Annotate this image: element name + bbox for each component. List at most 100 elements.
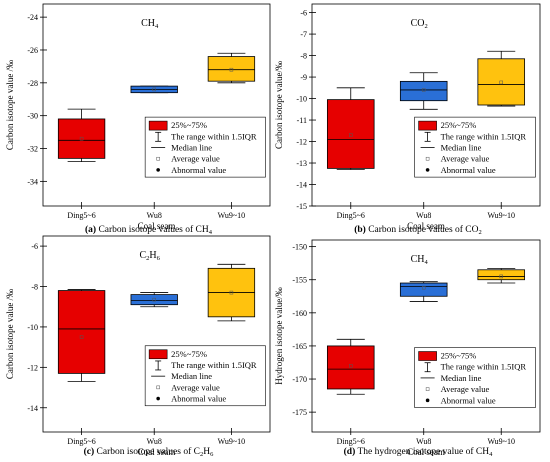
- y-tick-label: -14: [27, 404, 38, 413]
- box-Ding5~6: [326, 87, 375, 170]
- chart-title: CH4: [411, 254, 429, 266]
- y-axis-label: Carbon isotope value /‰: [5, 60, 15, 150]
- x-tick-label: Wu8: [147, 211, 162, 220]
- legend-label: The range within 1.5IQR: [171, 360, 257, 370]
- y-tick-label: -26: [27, 46, 38, 55]
- panel-caption-subscript: 2: [479, 229, 482, 236]
- legend-box-swatch: [148, 120, 168, 131]
- y-tick-label: -8: [31, 283, 38, 292]
- y-axis-label: Hydrogen isotope value/‰: [274, 287, 284, 384]
- y-tick-label: -8: [300, 52, 307, 61]
- legend-label: Average value: [441, 384, 490, 394]
- legend-label: Average value: [441, 154, 490, 164]
- mean-marker: [349, 133, 353, 137]
- mean-marker: [421, 285, 426, 290]
- y-tick-label: -12: [27, 363, 38, 372]
- y-axis-label: Carbon isotope value/‰: [274, 61, 284, 149]
- mean-marker: [79, 335, 84, 339]
- y-tick-label: -34: [27, 177, 38, 186]
- legend-label: Abnormal value: [441, 395, 496, 405]
- panel-caption-tag: (d): [344, 446, 356, 457]
- legend-label: Median line: [171, 143, 212, 153]
- y-tick-label: -170: [292, 375, 307, 384]
- panel-caption: (c) Carbon isotope values of C2H6: [84, 446, 214, 458]
- x-tick-label: Ding5~6: [337, 437, 365, 446]
- legend-outlier-swatch: [425, 398, 430, 403]
- y-tick-label: -15: [296, 202, 307, 211]
- panel-caption-text: The hydrogen isotope value of CH: [357, 446, 489, 457]
- box-Wu9~10: [207, 52, 256, 84]
- legend-label: The range within 1.5IQR: [441, 362, 527, 372]
- chart-title-subscript: 2: [424, 23, 427, 30]
- chart-title-main: C: [139, 250, 146, 261]
- plot-frame: [311, 3, 541, 207]
- iqr-box: [57, 118, 106, 159]
- panel-caption-subscript: 4: [489, 451, 493, 458]
- y-tick-label: -175: [292, 408, 307, 417]
- panel-caption-tag: (c): [84, 446, 95, 457]
- legend-label: Average value: [171, 154, 220, 164]
- mean-marker: [499, 274, 503, 279]
- legend-label: Median line: [441, 373, 482, 383]
- y-tick-label: -10: [27, 323, 38, 332]
- mean-marker: [349, 364, 353, 368]
- chart-panel-d: -175 -170 -165 -160 -155 -150 Ding5~6 Wu8 Wu9~10…: [274, 239, 541, 458]
- iqr-box: [326, 99, 375, 169]
- panel-caption-tag: (a): [85, 224, 96, 235]
- y-tick-label: -9: [300, 73, 307, 82]
- legend-label: Average value: [171, 382, 220, 392]
- x-tick-label: Wu8: [416, 437, 431, 446]
- iqr-box: [57, 290, 106, 374]
- panel-caption-subscript: 2: [200, 451, 203, 458]
- chart-title: CH4: [141, 18, 159, 30]
- y-tick-label: -14: [296, 181, 307, 190]
- legend-box-swatch: [418, 351, 437, 361]
- legend-label: Abnormal value: [171, 165, 226, 175]
- x-tick-label: Wu9~10: [218, 211, 246, 220]
- legend-box-swatch: [418, 120, 437, 131]
- x-tick-label: Ding5~6: [337, 211, 365, 220]
- chart-title: CO2: [411, 18, 428, 30]
- panel-caption: (d) The hydrogen isotope value of CH4: [344, 446, 494, 458]
- y-tick-label: -13: [296, 159, 307, 168]
- legend-mean-swatch: [156, 385, 160, 390]
- x-axis-label: Coal seam: [407, 447, 445, 457]
- chart-title-subscript-2: 6: [157, 255, 161, 262]
- plot-frame: [311, 239, 541, 433]
- box-Wu8: [399, 281, 448, 302]
- iqr-box: [477, 58, 526, 106]
- y-tick-label: -30: [27, 112, 38, 121]
- y-tick-label: -28: [27, 79, 38, 88]
- box-Ding5~6: [57, 289, 106, 382]
- mean-marker: [79, 136, 84, 141]
- iqr-box: [399, 282, 448, 297]
- panel-caption-subscript: 4: [209, 229, 213, 236]
- x-tick-label: Wu9~10: [487, 437, 515, 446]
- box-Wu8: [130, 292, 178, 308]
- chart-title-rest: H: [149, 250, 156, 261]
- chart-title-main: CO: [411, 18, 425, 29]
- y-tick-label: -10: [296, 95, 307, 104]
- chart-panel-b: -15 -14 -13 -12 -11 -10 -9 -8 -7 -6 Ding5~6 Wu8 Wu9~…: [274, 3, 541, 236]
- panel-caption-subscript-2: 6: [210, 451, 214, 458]
- legend-label: 25%~75%: [171, 349, 207, 359]
- chart-title-subscript: 4: [155, 23, 159, 30]
- legend-outlier-swatch: [156, 168, 160, 172]
- legend-label: Abnormal value: [441, 165, 496, 175]
- mean-marker: [499, 80, 503, 85]
- panel-caption: (a) Carbon isotope values of CH4: [85, 224, 213, 236]
- y-tick-label: -6: [31, 242, 38, 251]
- legend-outlier-swatch: [156, 396, 160, 401]
- x-axis-label: Coal seam: [407, 221, 445, 231]
- x-tick-label: Wu9~10: [487, 211, 515, 220]
- mean-marker: [421, 88, 426, 92]
- y-tick-label: -12: [296, 138, 307, 147]
- y-axis-label: Carbon isotope value /‰: [5, 289, 15, 379]
